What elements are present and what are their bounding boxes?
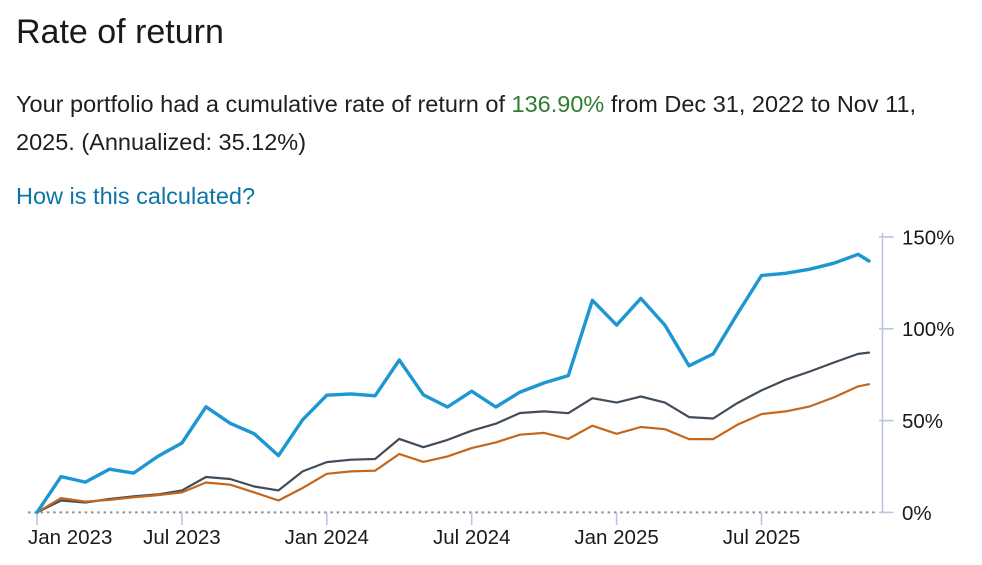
x-axis-tick-label: Jan 2023 (28, 526, 112, 549)
summary-range: from Dec 31, 2022 to Nov 11, (604, 91, 917, 117)
x-axis-tick-label: Jul 2025 (723, 526, 801, 549)
series-portfolio-line (35, 252, 871, 515)
y-axis-tick-label: 150% (902, 226, 954, 249)
x-axis-tick-label: Jul 2023 (143, 526, 221, 549)
page-title: Rate of return (16, 13, 224, 51)
summary-annualized: 2025. (Annualized: 35.12%) (16, 128, 307, 155)
y-axis-tick-label: 0% (902, 502, 932, 525)
how-calculated-link[interactable]: How is this calculated? (16, 183, 256, 209)
series-benchmark-1-line (35, 351, 871, 514)
y-axis-tick-label: 100% (902, 318, 954, 341)
y-axis-tick-label: 50% (902, 410, 943, 433)
series-benchmark-2-line (35, 383, 871, 514)
summary-text: Your portfolio had a cumulative rate of … (16, 86, 916, 161)
x-axis-tick-label: Jan 2025 (574, 526, 658, 549)
x-axis-tick-label: Jan 2024 (285, 526, 369, 549)
summary-prefix: Your portfolio had a cumulative rate of … (16, 91, 512, 117)
x-axis-tick-label: Jul 2024 (433, 526, 511, 549)
cumulative-return-value: 136.90% (511, 91, 605, 117)
